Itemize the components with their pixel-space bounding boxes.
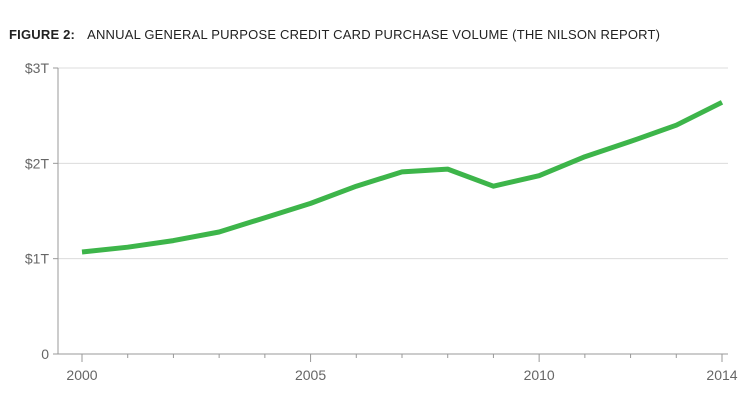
y-tick-label: $3T — [25, 60, 50, 76]
axes — [57, 68, 728, 355]
title-text: ANNUAL GENERAL PURPOSE CREDIT CARD PURCH… — [87, 27, 661, 42]
x-axis-ticks: 2000 2005 2010 2014 — [66, 354, 738, 383]
series-line — [81, 100, 724, 255]
y-tick-label: 0 — [41, 346, 49, 362]
x-tick-label: 2000 — [66, 367, 97, 383]
gridlines — [58, 67, 728, 260]
x-tick-label: 2014 — [706, 367, 737, 383]
y-axis-ticks: 0 $1T $2T $3T — [25, 60, 58, 362]
x-tick-label: 2005 — [295, 367, 326, 383]
figure-label: FIGURE 2: — [9, 27, 76, 42]
y-tick-label: $1T — [25, 251, 50, 267]
series-group — [81, 100, 724, 255]
chart-title: FIGURE 2: ANNUAL GENERAL PURPOSE CREDIT C… — [9, 27, 660, 42]
y-tick-label: $2T — [25, 155, 50, 171]
x-tick-label: 2010 — [524, 367, 555, 383]
